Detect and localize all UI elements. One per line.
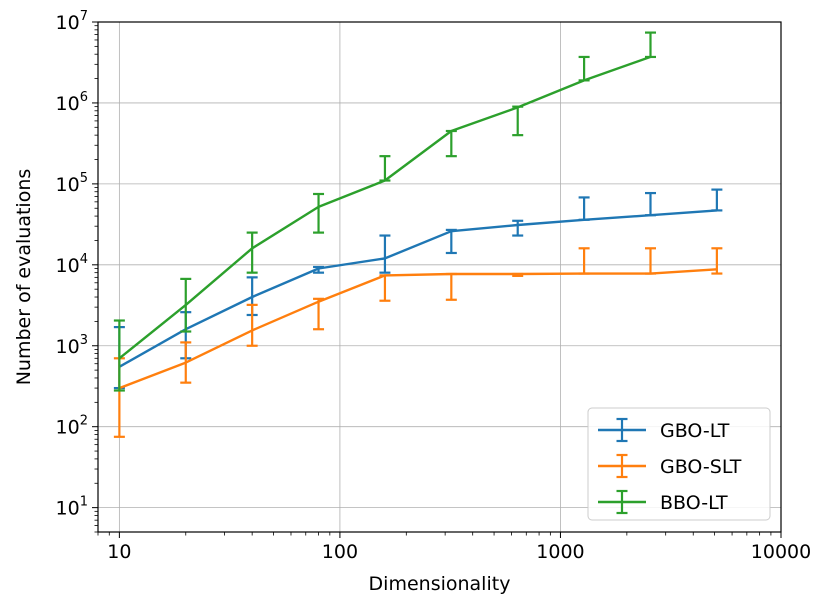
error-bar: [711, 188, 723, 212]
error-bar: [313, 265, 325, 274]
legend-label: BBO-LT: [660, 492, 728, 514]
series-gbo-slt: [113, 247, 723, 438]
error-bar: [246, 231, 258, 274]
error-bar: [113, 319, 125, 392]
legend-item: BBO-LT: [598, 489, 728, 515]
x-axis-label: Dimensionality: [369, 573, 511, 595]
error-bar: [379, 155, 391, 182]
legend: GBO-LT GBO-SLT BBO-LT: [587, 407, 771, 521]
legend-label: GBO-SLT: [660, 456, 742, 478]
y-tick-label: 104: [56, 252, 88, 277]
error-bar: [379, 274, 391, 302]
error-bar: [711, 247, 723, 275]
y-tick-label: 107: [56, 9, 88, 34]
series-line: [118, 209, 717, 368]
error-bar: [578, 196, 590, 221]
error-bar: [578, 55, 590, 82]
error-bar: [512, 219, 524, 237]
error-bar: [379, 234, 391, 274]
error-bar: [644, 247, 656, 275]
y-tick-label: 103: [56, 333, 88, 358]
error-bar: [180, 341, 192, 384]
error-bar: [578, 247, 590, 275]
y-tick-label: 105: [56, 171, 88, 196]
x-tick-label: 10000: [751, 541, 811, 563]
legend-box: [587, 407, 771, 521]
error-bar: [445, 228, 457, 255]
x-tick-label: 1000: [536, 541, 584, 563]
x-tick-label: 100: [322, 541, 358, 563]
y-axis-label: Number of evaluations: [13, 169, 35, 386]
ticks: 10 100 1000 10000 101 102 103 104 105 106 107: [56, 9, 812, 563]
error-bar: [313, 192, 325, 234]
y-tick-label: 101: [56, 495, 88, 520]
error-bar: [445, 129, 457, 158]
y-tick-label: 106: [56, 90, 88, 115]
error-bar: [313, 297, 325, 331]
y-tick-label: 102: [56, 414, 88, 439]
error-bar: [246, 303, 258, 347]
error-bar: [644, 191, 656, 217]
error-bar: [644, 31, 656, 59]
error-bar: [445, 272, 457, 301]
legend-item: GBO-SLT: [598, 453, 742, 479]
series-bbo-lt: [113, 31, 656, 392]
series-layer: [113, 31, 723, 438]
series-line: [118, 268, 717, 390]
error-bar: [512, 105, 524, 137]
error-bar: [180, 277, 192, 333]
legend-label: GBO-LT: [660, 420, 730, 442]
error-bar: [512, 272, 524, 277]
x-tick-label: 10: [107, 541, 131, 563]
legend-item: GBO-LT: [598, 417, 730, 443]
